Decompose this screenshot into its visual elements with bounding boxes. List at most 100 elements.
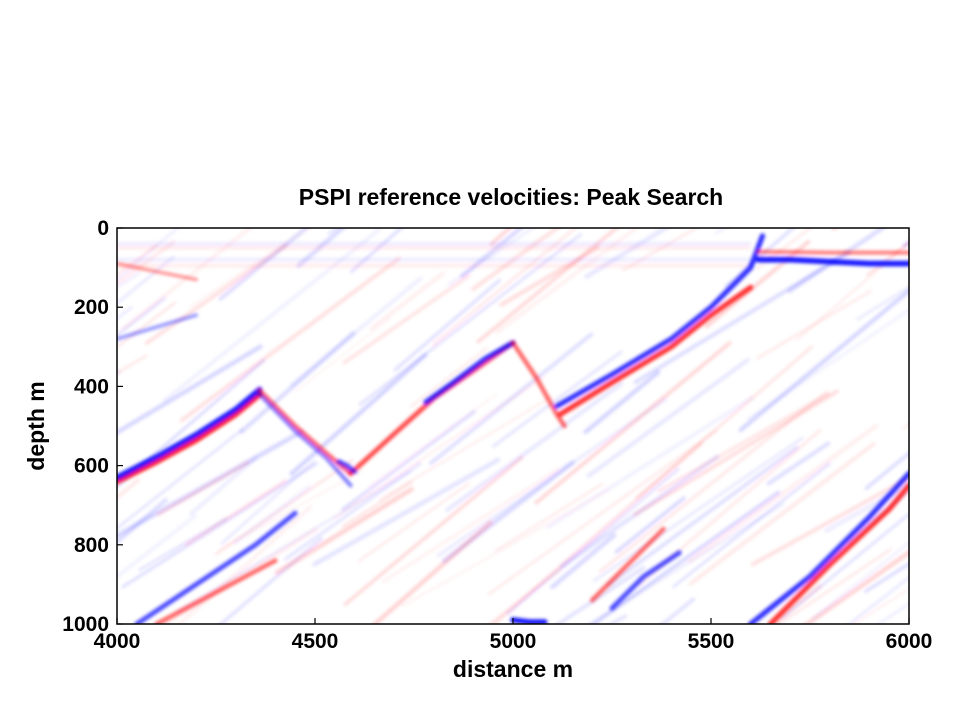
texture-band: [117, 263, 751, 268]
x-tick-label: 4000: [94, 630, 141, 653]
texture-band: [117, 245, 751, 250]
texture-stripe: [657, 392, 831, 493]
texture-stripe: [687, 423, 879, 564]
reflector-positive: [590, 526, 666, 603]
reflector-negative: [117, 313, 198, 341]
texture-stripe: [312, 457, 501, 567]
texture-stripe: [831, 228, 839, 231]
texture-stripe: [369, 271, 446, 331]
texture-stripe: [704, 239, 811, 329]
texture-stripe: [590, 490, 781, 624]
texture-stripe: [494, 482, 604, 552]
texture-stripe: [586, 358, 750, 478]
texture-stripe: [179, 256, 402, 423]
texture-stripe: [491, 350, 623, 448]
texture-stripe: [0, 224, 64, 267]
texture-stripe: [853, 587, 909, 624]
texture-stripe: [117, 344, 263, 435]
chart-title: PSPI reference velocities: Peak Search: [299, 184, 723, 210]
y-axis: 0 200 400 600 800 1000: [62, 217, 123, 636]
reflector-negative: [117, 386, 263, 481]
reflector-negative: [134, 510, 298, 624]
texture-stripe: [606, 445, 799, 587]
x-tick-label: 6000: [886, 630, 933, 653]
texture-band: [117, 241, 751, 246]
texture-stripe: [445, 381, 624, 512]
texture-stripe: [371, 520, 493, 624]
reflector-positive: [117, 391, 263, 485]
texture-stripe: [756, 290, 872, 360]
texture-stripe: [350, 228, 404, 273]
texture-stripe: [847, 575, 909, 624]
reflector-negative: [510, 617, 548, 624]
texture-stripe: [185, 479, 287, 546]
y-tick-label: 600: [74, 455, 109, 478]
texture-stripe: [117, 296, 166, 337]
x-tick-label: 5000: [490, 630, 537, 653]
texture-stripe: [117, 514, 197, 579]
seismic-reflectors: [117, 233, 909, 624]
x-axis-label: distance m: [453, 656, 573, 682]
reflector-positive: [756, 249, 909, 255]
reflector-negative: [257, 392, 353, 488]
texture-stripe: [726, 228, 730, 230]
texture-stripe: [176, 504, 313, 624]
texture-stripe: [902, 240, 909, 248]
texture-stripe: [549, 532, 617, 590]
texture-stripe: [0, 88, 151, 247]
texture-stripe: [876, 602, 909, 624]
reflector-negative: [747, 470, 909, 624]
reflector-negative: [755, 256, 909, 267]
texture-stripe: [777, 548, 892, 624]
y-tick-label: 800: [74, 534, 109, 557]
texture-stripe: [492, 441, 703, 624]
texture-stripe: [598, 390, 829, 573]
texture-band: [117, 257, 751, 262]
texture-stripe: [294, 317, 392, 393]
texture-stripe: [117, 498, 168, 545]
reflector-negative: [423, 340, 516, 405]
reflector-positive: [154, 558, 278, 624]
reflector-positive: [117, 261, 198, 282]
texture-stripe: [0, 85, 147, 247]
texture-stripe: [824, 482, 909, 533]
texture-stripe: [471, 228, 561, 292]
texture-stripe: [750, 475, 909, 567]
texture-stripe: [803, 549, 909, 624]
texture-stripe: [220, 460, 316, 545]
texture-stripe: [393, 278, 502, 372]
texture-stripe: [378, 395, 553, 501]
texture-stripe: [0, 200, 136, 333]
texture-stripe: [489, 228, 513, 246]
reflector-negative: [336, 459, 358, 474]
texture-stripe: [902, 423, 909, 430]
texture-stripe: [343, 455, 524, 606]
texture-stripe: [117, 354, 148, 375]
texture-stripe: [332, 376, 545, 520]
texture-stripe: [358, 233, 583, 407]
texture-stripe: [117, 301, 177, 349]
texture-stripe: [660, 597, 695, 624]
texture-stripe: [855, 285, 909, 321]
texture-stripe: [357, 482, 470, 563]
texture-stripe: [410, 347, 488, 408]
texture-stripe: [341, 410, 476, 511]
texture-stripe: [781, 512, 909, 619]
texture-stripe: [635, 345, 813, 500]
y-tick-label: 0: [97, 217, 109, 240]
texture-stripe: [401, 488, 611, 607]
texture-stripe: [342, 480, 413, 528]
x-tick-label: 4500: [292, 630, 339, 653]
texture-stripe: [117, 359, 266, 489]
texture-stripe: [606, 631, 670, 683]
reflector-negative: [609, 550, 682, 611]
texture-stripe: [117, 228, 180, 282]
texture-stripe: [476, 228, 620, 344]
reflector-negative: [553, 233, 766, 409]
texture-stripe: [621, 228, 699, 272]
texture-stripe: [117, 255, 175, 305]
texture-stripe: [289, 352, 428, 476]
texture-stripe: [766, 441, 831, 486]
y-tick-label: 400: [74, 375, 109, 398]
